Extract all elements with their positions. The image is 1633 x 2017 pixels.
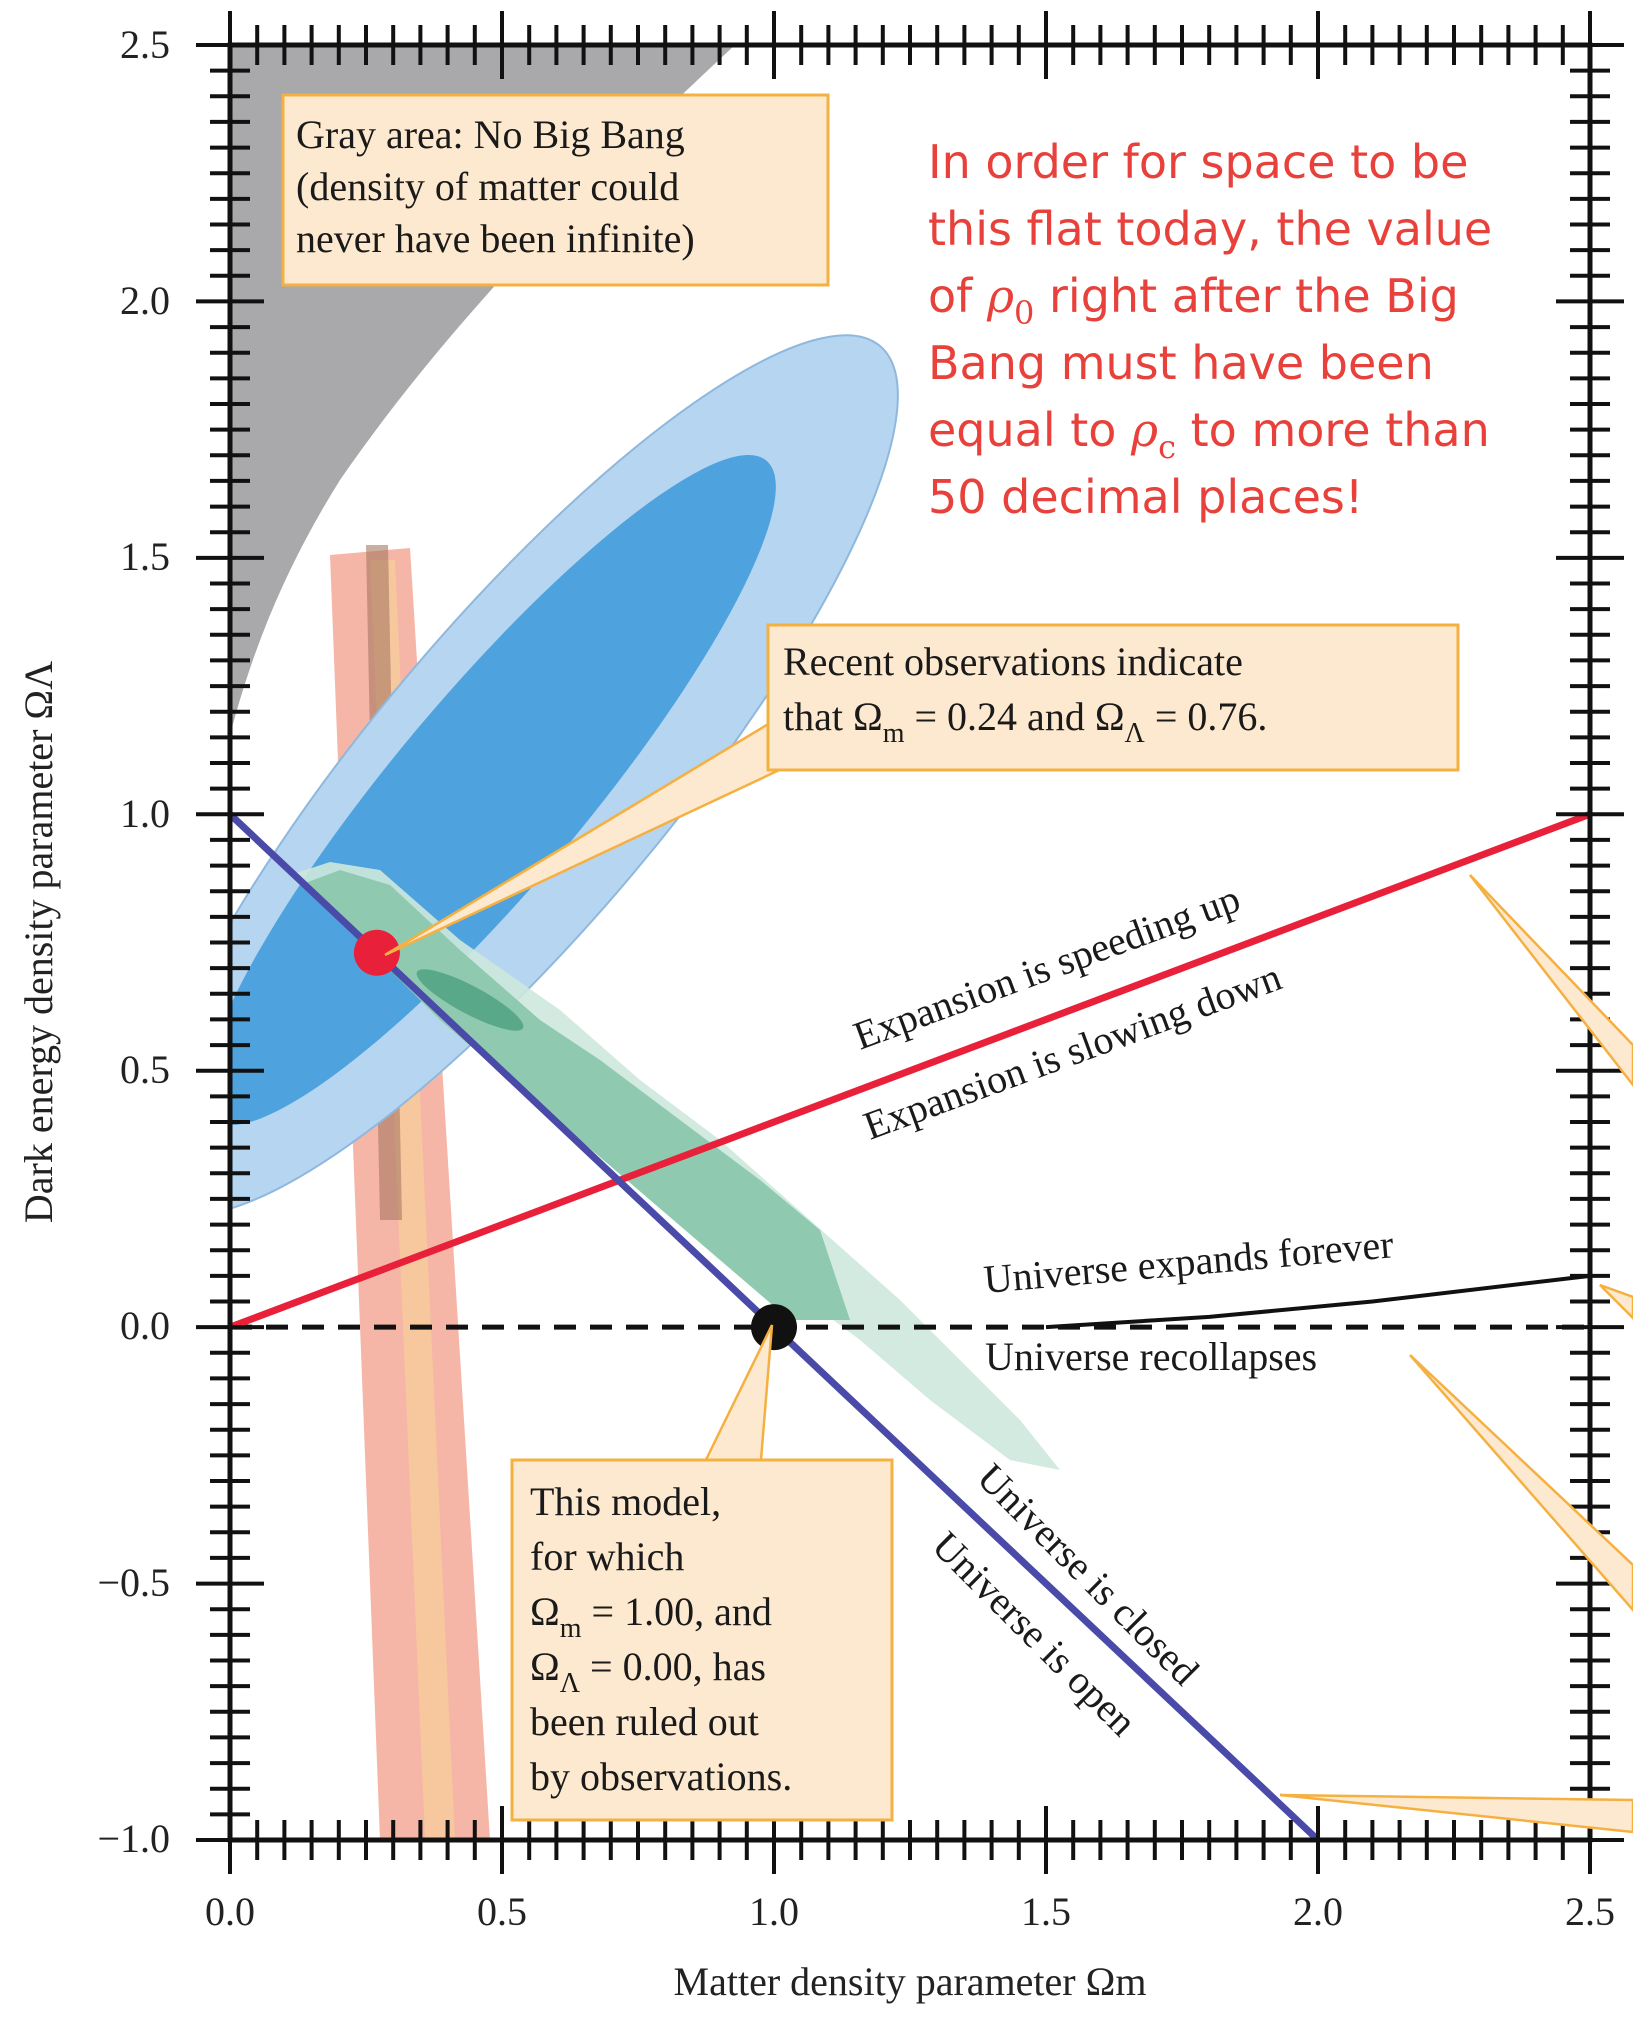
callout-line: for which: [530, 1534, 684, 1579]
subscript: 0: [1014, 294, 1034, 332]
note-line: 50 decimal places!: [928, 470, 1363, 524]
point-observed: [353, 929, 400, 976]
callout-line: This model,: [530, 1479, 721, 1524]
y-axis-title: Dark energy density parameter ΩΛ: [16, 661, 61, 1223]
rho-symbol: ρ: [986, 269, 1014, 323]
x-tick-label: 0.5: [477, 1889, 527, 1934]
note-line: of ρ0 right after the Big: [928, 269, 1459, 332]
label-open: Universe is open: [924, 1523, 1146, 1745]
callout-text-part: that Ω: [783, 694, 883, 739]
y-tick-labels: 2.5 2.0 1.5 1.0 0.5 0.0 −0.5 −1.0: [97, 22, 170, 1861]
callout-box: [281, 93, 830, 287]
callout-gray-area: Gray area: No Big Bang (density of matte…: [281, 93, 830, 287]
y-tick-label: 0.5: [120, 1047, 170, 1092]
callout-text-part: = 0.24 and Ω: [905, 694, 1125, 739]
subscript: Λ: [1125, 718, 1146, 749]
note-line: equal to ρc to more than: [928, 403, 1490, 466]
note-text-part: equal to: [928, 403, 1131, 457]
y-tick-label: 0.0: [120, 1303, 170, 1348]
flatness-note: In order for space to be this flat today…: [928, 135, 1492, 524]
note-text-part: right after the Big: [1034, 269, 1458, 323]
callout-box: [766, 623, 1460, 772]
cmb-region-core: [416, 969, 524, 1031]
note-line: Bang must have been: [928, 336, 1434, 390]
callout-line: been ruled out: [530, 1699, 759, 1744]
callout-text-part: = 0.76.: [1145, 694, 1268, 739]
x-axis-title: Matter density parameter Ωm: [674, 1959, 1147, 2004]
y-tick-label: −1.0: [97, 1816, 170, 1861]
y-tick-label: −0.5: [97, 1560, 170, 1605]
subscript: Λ: [560, 1668, 581, 1699]
x-tick-label: 1.0: [749, 1889, 799, 1934]
label-slowing-down: Expansion is slowing down: [858, 954, 1288, 1149]
x-tick-label: 0.0: [205, 1889, 255, 1934]
x-tick-label: 1.5: [1021, 1889, 1071, 1934]
callout-line: Ωm = 1.00, and: [530, 1589, 772, 1644]
x-tick-label: 2.0: [1293, 1889, 1343, 1934]
x-tick-label: 2.5: [1565, 1889, 1615, 1934]
callout-box: [510, 1458, 894, 1822]
note-text-part: of: [928, 269, 987, 323]
y-tick-label: 2.0: [120, 278, 170, 323]
pointer-edge-mid1: [1599, 1283, 1633, 1320]
y-tick-label: 2.5: [120, 22, 170, 67]
y-tick-label: 1.5: [120, 534, 170, 579]
callout-model: This model, for which Ωm = 1.00, and ΩΛ …: [510, 1458, 894, 1822]
callout-text-part: = 1.00, and: [582, 1589, 772, 1634]
note-line: this flat today, the value: [928, 202, 1492, 256]
expands-forever-curve: [1045, 1273, 1591, 1330]
rho-symbol: ρ: [1130, 403, 1158, 457]
pointer-model: [697, 1324, 774, 1474]
note-text-part: to more than: [1176, 403, 1490, 457]
x-tick-labels: 0.0 0.5 1.0 1.5 2.0 2.5: [205, 1889, 1615, 1934]
callout-line: Recent observations indicate: [783, 639, 1243, 684]
callout-line: by observations.: [530, 1754, 792, 1799]
acceleration-line: [228, 811, 1592, 1331]
pointer-edge-bottom: [1279, 1793, 1633, 1834]
callout-recent-obs: Recent observations indicate that Ωm = 0…: [766, 623, 1460, 772]
point-ruled-out-model: [751, 1304, 797, 1351]
supernova-region-inner: [230, 454, 776, 1126]
callout-line: Gray area: No Big Bang: [296, 112, 685, 157]
subscript: m: [883, 718, 905, 749]
callout-line: (density of matter could: [296, 164, 679, 209]
subscript: m: [560, 1613, 582, 1644]
pointer-edge-mid2: [1409, 1354, 1633, 1612]
label-expands-forever: Universe expands forever: [982, 1221, 1395, 1302]
callout-text-part: Ω: [530, 1589, 560, 1634]
pointer-edge-top: [1469, 874, 1633, 1088]
y-tick-label: 1.0: [120, 791, 170, 836]
label-recollapses: Universe recollapses: [985, 1334, 1317, 1379]
callout-line: that Ωm = 0.24 and ΩΛ = 0.76.: [783, 694, 1267, 749]
callout-line: ΩΛ = 0.00, has: [530, 1644, 766, 1699]
subscript: c: [1158, 428, 1176, 466]
note-line: In order for space to be: [928, 135, 1468, 189]
callout-pointers: [384, 718, 1633, 1834]
callout-line: never have been infinite): [296, 216, 695, 261]
axis-ticks: [196, 11, 1624, 1874]
callout-text-part: Ω: [530, 1644, 560, 1689]
callout-text-part: = 0.00, has: [580, 1644, 766, 1689]
